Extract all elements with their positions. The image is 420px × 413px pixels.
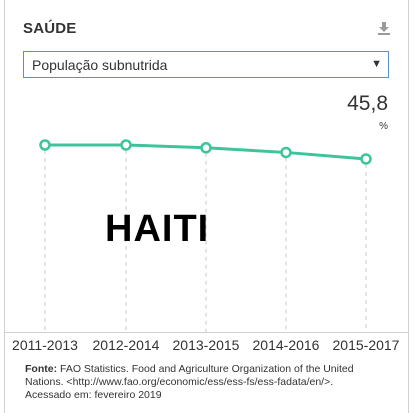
x-tick-label: 2014-2016	[253, 337, 320, 353]
download-icon[interactable]	[376, 20, 392, 36]
health-card: SAÚDE População subnutrida ▼ 45,8 % 2011…	[4, 0, 409, 413]
data-point[interactable]	[120, 139, 132, 151]
source-label: Fonte:	[25, 363, 58, 375]
chart-baseline	[5, 332, 408, 333]
x-tick-label: 2011-2013	[12, 337, 78, 353]
source-note: Fonte: FAO Statistics. Food and Agricult…	[25, 363, 390, 402]
section-title: SAÚDE	[23, 20, 77, 37]
data-point[interactable]	[360, 153, 372, 165]
x-tick-label: 2013-2015	[173, 337, 240, 353]
latest-value: 45,8	[347, 92, 388, 115]
data-point[interactable]	[200, 142, 212, 154]
source-text: FAO Statistics. Food and Agriculture Org…	[25, 363, 354, 388]
country-label: HAITI	[105, 208, 210, 250]
source-accessed: Acessado em: fevereiro 2019	[25, 389, 162, 401]
data-point[interactable]	[280, 146, 292, 159]
data-point[interactable]	[39, 139, 51, 151]
line-chart: 2011-2013 2012-2014 2013-2015 2014-2016 2015…	[12, 139, 400, 353]
indicator-select-value: População subnutrida	[32, 57, 168, 73]
indicator-select[interactable]: População subnutrida ▼	[23, 51, 389, 78]
value-unit: %	[379, 121, 388, 132]
x-tick-label: 2012-2014	[93, 337, 160, 353]
chevron-down-icon: ▼	[371, 58, 382, 70]
x-tick-label: 2015-2017	[333, 337, 400, 353]
